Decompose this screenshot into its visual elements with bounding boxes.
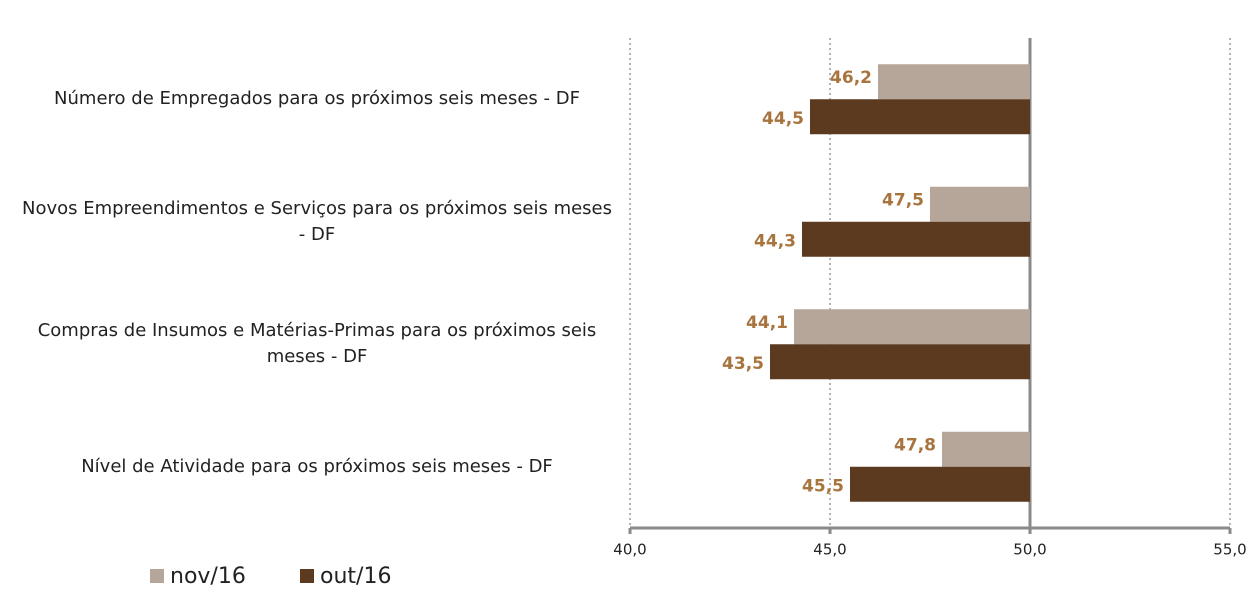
category-label: Compras de Insumos e Matérias-Primas par… <box>37 320 597 368</box>
value-label: 44,3 <box>754 231 796 251</box>
legend-swatch <box>150 569 164 583</box>
value-label: 47,5 <box>882 190 924 210</box>
value-label: 43,5 <box>722 354 764 374</box>
bar <box>850 466 1030 502</box>
legend-swatch <box>300 569 314 583</box>
category-label: Nível de Atividade para os próximos seis… <box>81 455 553 477</box>
x-tick-label: 45,0 <box>813 541 846 559</box>
x-tick-label: 55,0 <box>1213 541 1246 559</box>
legend-label: nov/16 <box>170 564 246 589</box>
x-tick-label: 40,0 <box>613 541 646 559</box>
value-label: 45,5 <box>802 476 844 496</box>
value-label: 44,1 <box>746 313 788 333</box>
bar <box>930 186 1030 222</box>
bar <box>878 64 1030 100</box>
value-label: 44,5 <box>762 109 804 129</box>
value-label: 46,2 <box>830 68 872 88</box>
bar <box>810 99 1030 135</box>
category-label: Número de Empregados para os próximos se… <box>54 88 580 110</box>
category-label: Novos Empreendimentos e Serviços para os… <box>22 197 613 245</box>
bar <box>770 344 1030 380</box>
legend-label: out/16 <box>320 564 391 589</box>
x-tick-label: 50,0 <box>1013 541 1046 559</box>
bar <box>794 309 1030 345</box>
bar <box>942 431 1030 467</box>
bar <box>802 221 1030 257</box>
value-label: 47,8 <box>894 435 936 455</box>
